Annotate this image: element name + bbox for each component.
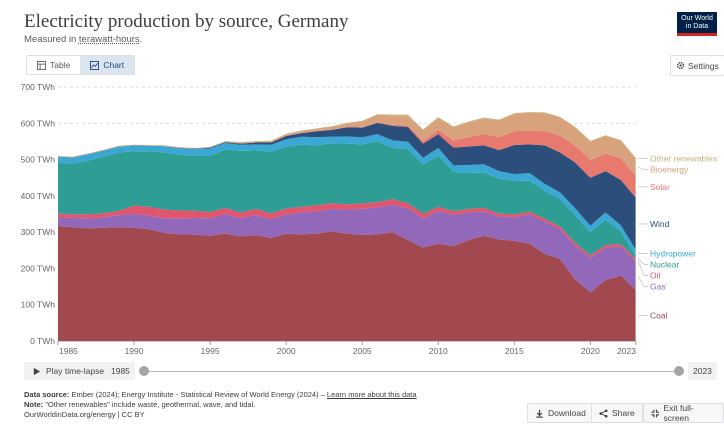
x-tick-label: 2005 (353, 346, 372, 356)
table-icon (37, 60, 46, 70)
credit-line[interactable]: OurWorldinData.org/energy | CC BY (24, 410, 145, 419)
area-oil[interactable] (58, 199, 636, 262)
x-tick-label: 2023 (617, 346, 636, 356)
x-axis: 1985 1990 1995 2000 2005 2010 2015 2020 2023 (57, 341, 637, 356)
area-nuclear[interactable] (58, 141, 636, 260)
owid-logo[interactable]: Our World in Data (677, 12, 717, 36)
x-tick-label: 2010 (429, 346, 448, 356)
play-label: Play time-lapse (46, 366, 105, 376)
area-series (58, 112, 637, 341)
source-line: Data source: Ember (2024); Energy Instit… (24, 390, 417, 400)
legend-hydropower[interactable]: Hydropower (650, 248, 696, 258)
x-tick-label: 1995 (201, 346, 220, 356)
y-tick-label: 200 TWh (21, 263, 56, 273)
legend-connector (637, 166, 648, 170)
timeline: Play time-lapse 1985 2023 (24, 362, 718, 380)
legend-bioenergy[interactable]: Bioenergy (650, 164, 689, 174)
download-button[interactable]: Download (527, 403, 594, 423)
area-bioenergy[interactable] (58, 112, 636, 176)
y-tick-label: 500 TWh (21, 155, 56, 165)
start-year-label: 1985 (106, 362, 135, 380)
legend-wind[interactable]: Wind (650, 219, 670, 229)
x-tick-label: 1990 (125, 346, 144, 356)
unit-link[interactable]: terawatt-hours (78, 34, 140, 45)
x-tick-label: 2015 (505, 346, 524, 356)
exit-fullscreen-button[interactable]: Exit full-screen (643, 403, 724, 423)
area-gas[interactable] (58, 204, 636, 293)
start-handle[interactable] (139, 366, 149, 376)
y-tick-label: 100 TWh (21, 300, 56, 310)
gear-icon (676, 61, 685, 70)
logo-line-2: in Data (685, 23, 709, 30)
play-timelapse-button[interactable]: Play time-lapse (24, 362, 113, 380)
exit-fullscreen-icon (651, 409, 660, 417)
chart-footer: Data source: Ember (2024); Energy Instit… (24, 390, 417, 420)
tab-table[interactable]: Table (27, 56, 80, 74)
legend-nuclear[interactable]: Nuclear (650, 259, 679, 269)
y-axis: 0 TWh 100 TWh 200 TWh 300 TWh 400 TWh 500 TWh… (21, 82, 56, 346)
y-tick-label: 300 TWh (21, 227, 56, 237)
timeline-track[interactable] (144, 371, 678, 372)
note-line: Note: "Other renewables" include waste, … (24, 400, 417, 410)
chart-icon (90, 60, 100, 70)
y-tick-label: 400 TWh (21, 191, 56, 201)
legend-coal[interactable]: Coal (650, 311, 668, 321)
source-label: Data source: (24, 390, 70, 399)
chart-subtitle: Measured in terawatt-hours. (24, 34, 142, 45)
legend-connector (637, 260, 648, 276)
subtitle-prefix: Measured in (24, 34, 79, 45)
download-icon (536, 409, 543, 418)
source-text: Ember (2024); Energy Institute - Statist… (71, 390, 327, 399)
share-button[interactable]: Share (591, 403, 643, 423)
legend-connector (637, 257, 648, 265)
exit-fullscreen-label: Exit full-screen (663, 403, 694, 423)
subtitle-suffix: . (139, 34, 143, 45)
share-label: Share (612, 408, 635, 418)
x-tick-label: 2000 (277, 346, 296, 356)
settings-label: Settings (688, 60, 719, 71)
tab-table-label: Table (50, 60, 71, 70)
y-tick-label: 700 TWh (21, 82, 56, 92)
legend-connector (637, 275, 648, 287)
area-solar[interactable] (58, 122, 636, 199)
end-handle[interactable] (674, 366, 684, 376)
download-label: Download (548, 408, 586, 418)
area-wind[interactable] (58, 122, 636, 250)
view-tabs: Table Chart (26, 55, 136, 75)
end-year-label: 2023 (688, 362, 717, 380)
y-tick-label: 600 TWh (21, 118, 56, 128)
learn-more-link[interactable]: Learn more about this data (326, 390, 417, 399)
tab-chart[interactable]: Chart (80, 56, 135, 74)
y-tick-label: 0 TWh (30, 336, 55, 346)
logo-line-1: Our World (681, 15, 713, 22)
chart-title: Electricity production by source, German… (24, 11, 349, 32)
legend-oil[interactable]: Oil (650, 270, 661, 280)
play-icon (33, 367, 41, 375)
x-tick-label: 2020 (581, 346, 600, 356)
share-icon (599, 408, 608, 418)
legend-other-renewables[interactable]: Other renewables (650, 153, 717, 163)
legend-gas[interactable]: Gas (650, 281, 666, 291)
x-tick-label: 1985 (59, 346, 78, 356)
tab-chart-label: Chart (103, 60, 125, 70)
area-coal[interactable] (58, 226, 636, 341)
note-text: "Other renewables" include waste, geothe… (45, 400, 256, 409)
note-label: Note: (24, 400, 44, 409)
legend-solar[interactable]: Solar (650, 182, 670, 192)
